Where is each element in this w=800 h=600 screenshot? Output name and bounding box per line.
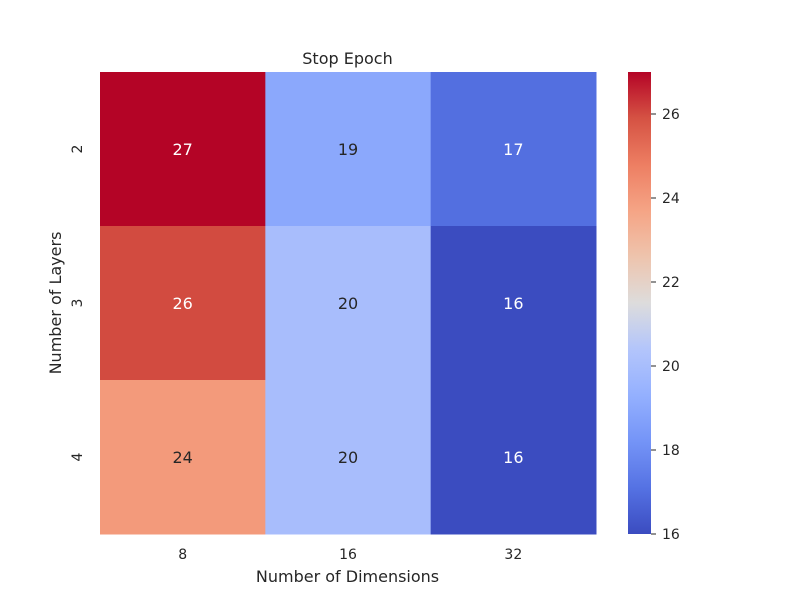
cell-label-r2-c1: 20 <box>338 448 358 467</box>
heatmap-cell-r0-c0 <box>100 72 266 227</box>
x-tick-label-0: 8 <box>178 547 187 563</box>
cell-label-r1-c1: 20 <box>338 294 358 313</box>
y-axis-ticks: 2 3 4 <box>70 145 86 462</box>
x-tick-label-2: 32 <box>504 547 522 563</box>
heatmap-cell-r0-c2 <box>430 72 597 227</box>
cell-label-r0-c0: 27 <box>172 140 192 159</box>
heatmap-cell-r0-c1 <box>265 72 432 227</box>
x-tick-label-1: 16 <box>339 547 357 563</box>
colorbar <box>628 72 651 534</box>
x-axis-label: Number of Dimensions <box>256 567 439 586</box>
cell-label-r1-c2: 16 <box>503 294 523 313</box>
cell-label-r0-c2: 17 <box>503 140 523 159</box>
cell-label-r1-c0: 26 <box>172 294 192 313</box>
y-tick-label-0: 2 <box>70 145 86 154</box>
colorbar-tick-label-0: 16 <box>662 527 680 543</box>
cell-annotations: 27 19 17 26 20 16 24 20 16 <box>172 140 523 467</box>
colorbar-ticks: 16 18 20 22 24 26 <box>651 107 680 543</box>
y-axis-label: Number of Layers <box>46 232 65 375</box>
heatmap-cell-r1-c2 <box>430 226 597 381</box>
heatmap-cell-r2-c1 <box>265 380 432 535</box>
chart-title: Stop Epoch <box>302 49 392 68</box>
colorbar-tick-label-4: 24 <box>662 191 680 207</box>
cell-label-r2-c2: 16 <box>503 448 523 467</box>
heatmap-cell-r2-c0 <box>100 380 266 535</box>
y-tick-label-2: 4 <box>70 452 86 461</box>
y-tick-label-1: 3 <box>70 299 86 308</box>
heatmap-cell-r1-c1 <box>265 226 432 381</box>
heatmap-cell-r1-c0 <box>100 226 266 381</box>
heatmap-cells <box>100 72 597 535</box>
heatmap-cell-r2-c2 <box>430 380 597 535</box>
cell-label-r0-c1: 19 <box>338 140 358 159</box>
cell-label-r2-c0: 24 <box>172 448 192 467</box>
colorbar-tick-label-5: 26 <box>662 107 680 123</box>
colorbar-tick-label-3: 22 <box>662 275 680 291</box>
x-axis-ticks: 8 16 32 <box>178 547 522 563</box>
colorbar-tick-label-1: 18 <box>662 443 680 459</box>
colorbar-tick-label-2: 20 <box>662 359 680 375</box>
